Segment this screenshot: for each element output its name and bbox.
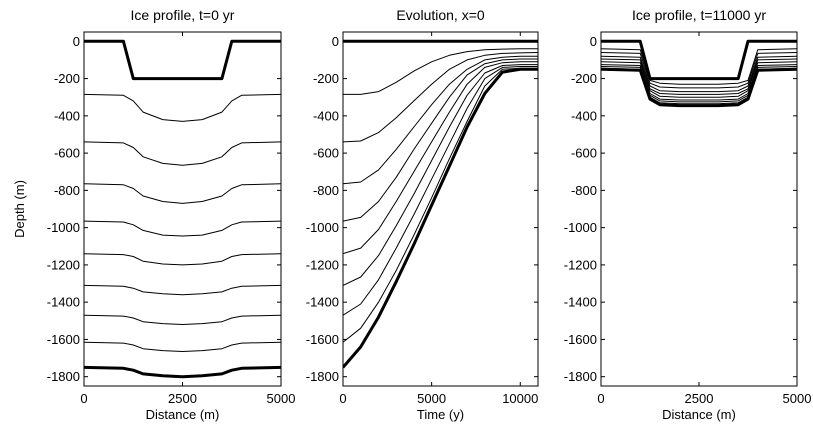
y-tick-label: -1400: [306, 295, 339, 310]
x-tick-label: 0: [80, 391, 87, 406]
axes-frame: [600, 31, 798, 387]
y-tick-label: -800: [313, 183, 339, 198]
y-tick-label: -400: [54, 108, 80, 123]
series-line-6: [601, 61, 797, 98]
y-tick-label: -800: [571, 183, 597, 198]
chart-title: Ice profile, t=0 yr: [131, 7, 235, 23]
x-tick-label: 5000: [783, 391, 812, 406]
y-tick-label: -1400: [564, 295, 597, 310]
series-line-2: [84, 93, 281, 122]
series-line-3: [84, 141, 281, 166]
series-line-9: [343, 67, 538, 343]
x-tick-label: 5000: [417, 391, 446, 406]
y-tick-label: -400: [313, 108, 339, 123]
y-tick-label: -200: [571, 71, 597, 86]
x-axis-label: Distance (m): [146, 407, 220, 422]
y-tick-label: -1200: [306, 257, 339, 272]
x-tick-label: 5000: [267, 391, 296, 406]
y-tick-label: 0: [73, 34, 80, 49]
y-tick-label: -1800: [47, 369, 80, 384]
series-line-6: [84, 253, 281, 266]
chart-panel-1: 0 -200 -400 -600 -800 -1000 -1200 -1400 -1600 -18…: [12, 7, 295, 422]
chart-panel-3: 0 -200 -400 -600 -800 -1000 -1200 -1400 -1600 -18…: [564, 7, 812, 422]
series-line-2: [601, 48, 797, 85]
chart-title: Ice profile, t=11000 yr: [632, 7, 766, 23]
y-tick-label: -600: [571, 146, 597, 161]
y-tick-label: -1600: [306, 332, 339, 347]
x-tick-label: 2500: [685, 391, 714, 406]
axes-frame: [83, 31, 282, 387]
series-line-4: [601, 55, 797, 93]
series-line-7: [84, 284, 281, 296]
x-axis-label: Time (y): [417, 407, 464, 422]
y-tick-label: -1000: [47, 220, 80, 235]
y-tick-label: -1000: [564, 220, 597, 235]
series-line-4: [343, 55, 538, 185]
y-tick-label: -800: [54, 183, 80, 198]
y-tick-label: -200: [54, 71, 80, 86]
series-line-5: [601, 58, 797, 95]
y-tick-label: -600: [313, 146, 339, 161]
y-tick-label: -1200: [47, 257, 80, 272]
series-line-4: [84, 183, 281, 204]
y-tick-label: -1800: [564, 369, 597, 384]
y-tick-label: 0: [590, 34, 597, 49]
y-tick-label: -1400: [47, 295, 80, 310]
chart-title: Evolution, x=0: [396, 7, 485, 23]
y-tick-label: -1200: [564, 257, 597, 272]
series-line-3: [601, 52, 797, 89]
x-tick-label: 2500: [168, 391, 197, 406]
y-tick-label: -200: [313, 71, 339, 86]
x-axis-label: Distance (m): [662, 407, 736, 422]
chart-panel-2: 0 -200 -400 -600 -800 -1000 -1200 -1400 -1600 -18…: [306, 7, 539, 422]
y-tick-label: -1800: [306, 369, 339, 384]
series-line-8: [343, 66, 538, 316]
x-tick-label: 0: [339, 391, 346, 406]
series-line-9: [84, 341, 281, 352]
series-line-1: [84, 39, 281, 81]
series-line-6: [343, 61, 538, 255]
y-tick-label: -400: [571, 108, 597, 123]
series-line-10: [84, 365, 281, 379]
series-line-9: [601, 67, 797, 105]
series-line-1: [601, 39, 797, 81]
series-line-3: [343, 52, 538, 143]
y-axis-label: Depth (m): [12, 180, 27, 238]
y-tick-label: -1000: [306, 220, 339, 235]
series-line-8: [84, 314, 281, 325]
series-line-7: [601, 64, 797, 101]
series-line-5: [343, 58, 538, 222]
axes-frame: [342, 31, 539, 387]
series-line-7: [343, 64, 538, 286]
x-tick-label: 0: [597, 391, 604, 406]
series-line-5: [84, 220, 281, 237]
series-line-2: [343, 48, 538, 95]
series-line-10: [343, 67, 538, 369]
x-tick-label: 10000: [502, 391, 538, 406]
series-line-10: [601, 67, 797, 108]
y-tick-label: -1600: [564, 332, 597, 347]
y-tick-label: 0: [332, 34, 339, 49]
y-tick-label: -1600: [47, 332, 80, 347]
y-tick-label: -600: [54, 146, 80, 161]
